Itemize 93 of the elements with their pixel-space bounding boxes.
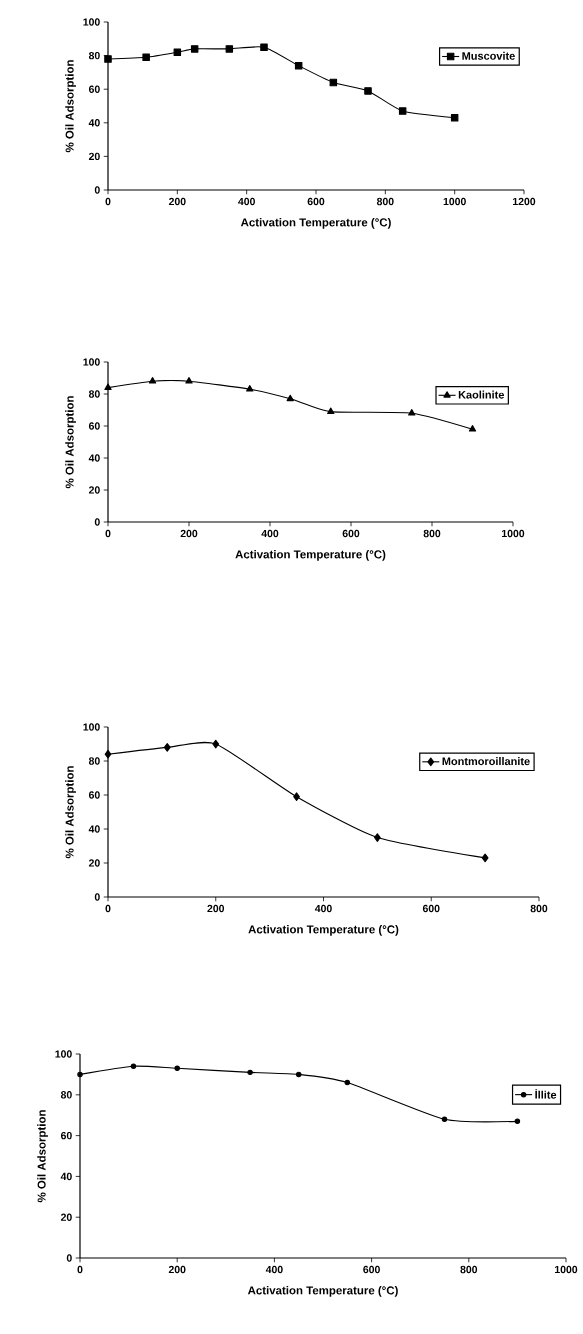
y-tick-label: 20 bbox=[60, 1213, 72, 1221]
y-axis-title: % Oil Adsorption bbox=[65, 60, 76, 153]
y-tick-label: 100 bbox=[83, 358, 100, 366]
point bbox=[329, 78, 338, 87]
point bbox=[225, 45, 234, 53]
y-tick-label: 40 bbox=[88, 119, 100, 127]
x-tick-label: 800 bbox=[530, 904, 548, 913]
x-tick-label: 800 bbox=[460, 1265, 478, 1274]
point bbox=[514, 1118, 521, 1125]
legend-label: Kaolinite bbox=[458, 390, 504, 399]
x-tick-label: 400 bbox=[238, 197, 255, 206]
x-tick-label: 1000 bbox=[443, 197, 466, 206]
y-tick-label: 60 bbox=[88, 791, 100, 799]
x-axis-title: Activation Temperature (°C) bbox=[235, 550, 386, 561]
point bbox=[373, 833, 381, 842]
x-tick-label: 400 bbox=[265, 1265, 283, 1274]
x-tick-label: 600 bbox=[342, 529, 360, 538]
y-tick-label: 80 bbox=[60, 1091, 72, 1099]
point bbox=[286, 394, 294, 402]
point bbox=[104, 749, 112, 759]
point bbox=[190, 45, 199, 53]
x-tick-label: 1000 bbox=[502, 529, 525, 538]
y-tick-label: 100 bbox=[83, 723, 100, 731]
x-tick-label: 600 bbox=[422, 904, 440, 913]
point bbox=[468, 425, 477, 432]
y-axis-title: % Oil Adsorption bbox=[65, 766, 76, 859]
point bbox=[247, 1069, 253, 1076]
x-tick-label: 800 bbox=[423, 529, 441, 538]
point bbox=[450, 114, 459, 122]
x-tick-label: 600 bbox=[307, 197, 325, 206]
legend-label: Muscovite bbox=[462, 51, 515, 60]
y-tick-label: 80 bbox=[88, 757, 100, 765]
legend-label: İllite bbox=[535, 1089, 557, 1099]
y-axis-title: % Oil Adsorption bbox=[65, 396, 76, 489]
x-tick-label: 400 bbox=[261, 529, 279, 538]
point bbox=[364, 87, 372, 95]
point bbox=[441, 1116, 448, 1123]
x-tick-label: 200 bbox=[168, 1265, 186, 1274]
point bbox=[293, 792, 300, 802]
point bbox=[104, 383, 112, 390]
point bbox=[148, 377, 157, 384]
y-tick-label: 20 bbox=[88, 859, 100, 867]
y-tick-label: 0 bbox=[94, 186, 100, 194]
y-tick-label: 40 bbox=[88, 825, 100, 833]
point bbox=[295, 1071, 302, 1078]
x-axis-title: Activation Temperature (°C) bbox=[240, 218, 391, 229]
x-tick-label: 0 bbox=[105, 904, 111, 913]
x-tick-label: 200 bbox=[180, 529, 198, 538]
x-axis-title: Activation Temperature (°C) bbox=[247, 1286, 398, 1297]
y-tick-label: 60 bbox=[88, 422, 100, 430]
x-tick-label: 1000 bbox=[555, 1265, 578, 1274]
point bbox=[246, 385, 254, 392]
x-tick-label: 400 bbox=[314, 904, 332, 913]
y-tick-label: 40 bbox=[60, 1172, 72, 1181]
x-axis-title: Activation Temperature (°C) bbox=[248, 925, 399, 936]
legend-label: Montmoroillanite bbox=[442, 757, 530, 766]
y-tick-label: 20 bbox=[88, 486, 100, 494]
y-tick-label: 20 bbox=[88, 152, 100, 161]
point bbox=[260, 43, 268, 51]
x-tick-label: 200 bbox=[207, 904, 225, 913]
y-tick-label: 100 bbox=[55, 1050, 72, 1058]
x-tick-label: 600 bbox=[363, 1265, 380, 1274]
y-axis-title: % Oil Adsorption bbox=[37, 1110, 48, 1203]
x-tick-label: 800 bbox=[376, 197, 394, 206]
point bbox=[481, 853, 489, 863]
point bbox=[174, 1065, 180, 1072]
y-tick-label: 60 bbox=[88, 85, 100, 93]
point bbox=[104, 55, 112, 63]
y-tick-label: 0 bbox=[94, 893, 100, 901]
point bbox=[185, 377, 193, 384]
y-tick-label: 80 bbox=[88, 51, 100, 60]
y-tick-label: 0 bbox=[66, 1254, 72, 1262]
point bbox=[408, 409, 416, 416]
point bbox=[344, 1079, 351, 1086]
x-tick-label: 200 bbox=[168, 197, 186, 206]
point bbox=[77, 1071, 83, 1078]
y-tick-label: 80 bbox=[88, 390, 100, 398]
point bbox=[212, 739, 220, 749]
y-tick-label: 0 bbox=[94, 518, 100, 526]
x-tick-label: 0 bbox=[105, 529, 111, 538]
x-tick-label: 0 bbox=[105, 197, 111, 206]
point bbox=[327, 407, 335, 414]
point bbox=[163, 743, 171, 752]
point bbox=[398, 107, 407, 115]
point bbox=[294, 61, 303, 70]
point bbox=[142, 53, 150, 62]
y-tick-label: 40 bbox=[88, 454, 100, 462]
point bbox=[173, 48, 182, 56]
point bbox=[130, 1063, 137, 1070]
x-tick-label: 1200 bbox=[513, 197, 536, 206]
y-tick-label: 60 bbox=[60, 1131, 72, 1140]
x-tick-label: 0 bbox=[77, 1265, 83, 1274]
y-tick-label: 100 bbox=[83, 18, 100, 26]
